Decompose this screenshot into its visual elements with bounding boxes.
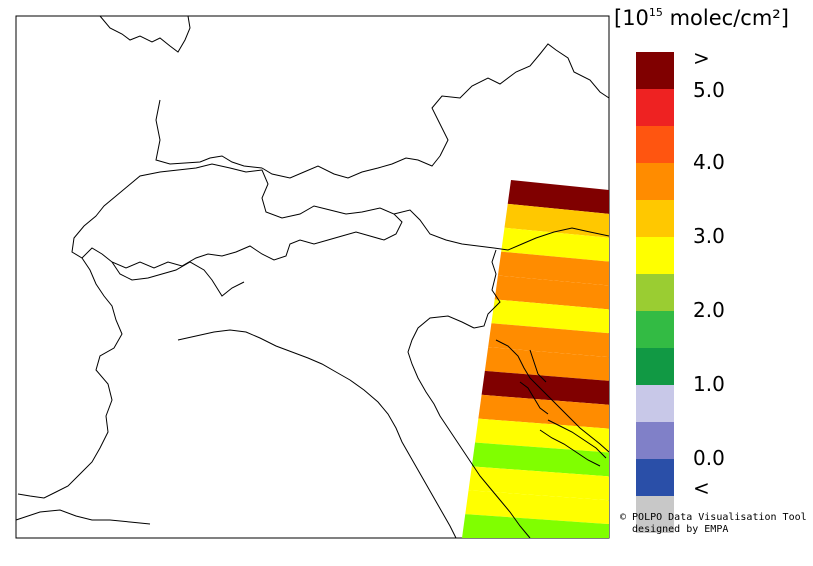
- swath-stripe: [475, 418, 609, 453]
- swath-stripe: [481, 370, 609, 405]
- legend-swatch-2.0-2.5: [636, 311, 674, 348]
- legend-swatch-3.5-4.0: [636, 200, 674, 237]
- legend-label-4: 4.0: [693, 150, 725, 174]
- swath-stripe: [484, 347, 609, 381]
- unit-prefix: [10: [614, 6, 649, 30]
- legend-swatch-2.5-3.0: [636, 274, 674, 311]
- legend-swatch-1.0-1.5: [636, 385, 674, 422]
- legend-label-2: 2.0: [693, 298, 725, 322]
- swath-stripe: [462, 514, 609, 538]
- unit-label: [1015 molec/cm²]: [614, 6, 789, 30]
- swath-stripe: [497, 251, 609, 286]
- swath-stripe: [501, 227, 609, 262]
- legend-swatch-3.0-3.5: [636, 237, 674, 274]
- country-borders: [15, 15, 610, 539]
- legend-swatch-0.0-0.5: [636, 459, 674, 496]
- swath-stripe: [478, 394, 609, 429]
- swath-stripe: [507, 180, 609, 214]
- swath-stripe: [491, 299, 609, 334]
- legend-label-0: 0.0: [693, 446, 725, 470]
- credit-line-2: designed by EMPA: [620, 524, 729, 535]
- legend-swatch-1.5-2.0: [636, 348, 674, 385]
- unit-exponent: 15: [648, 6, 663, 19]
- unit-suffix: molec/cm²]: [662, 6, 789, 30]
- swath-stripe: [494, 275, 609, 310]
- satellite-swath: [462, 180, 609, 538]
- credit-line-1: © POLPO Data Visualisation Tool: [620, 512, 807, 523]
- legend-label-above: >: [693, 46, 710, 70]
- legend-swatch-5.0-5.5: [636, 89, 674, 126]
- swath-stripe: [504, 203, 609, 238]
- legend-swatch-above-max: [636, 52, 674, 89]
- legend-label-1: 1.0: [693, 372, 725, 396]
- legend-swatch-4.0-4.5: [636, 163, 674, 200]
- legend-swatch-below-min: [636, 496, 674, 533]
- legend-label-5: 5.0: [693, 78, 725, 102]
- swath-stripe: [468, 466, 609, 501]
- legend-swatch-4.5-5.0: [636, 126, 674, 163]
- legend-swatch-0.5-1.0: [636, 422, 674, 459]
- legend-label-3: 3.0: [693, 224, 725, 248]
- swath-stripe: [465, 490, 609, 525]
- legend-label-below: <: [693, 476, 710, 500]
- swath-stripe: [488, 323, 609, 358]
